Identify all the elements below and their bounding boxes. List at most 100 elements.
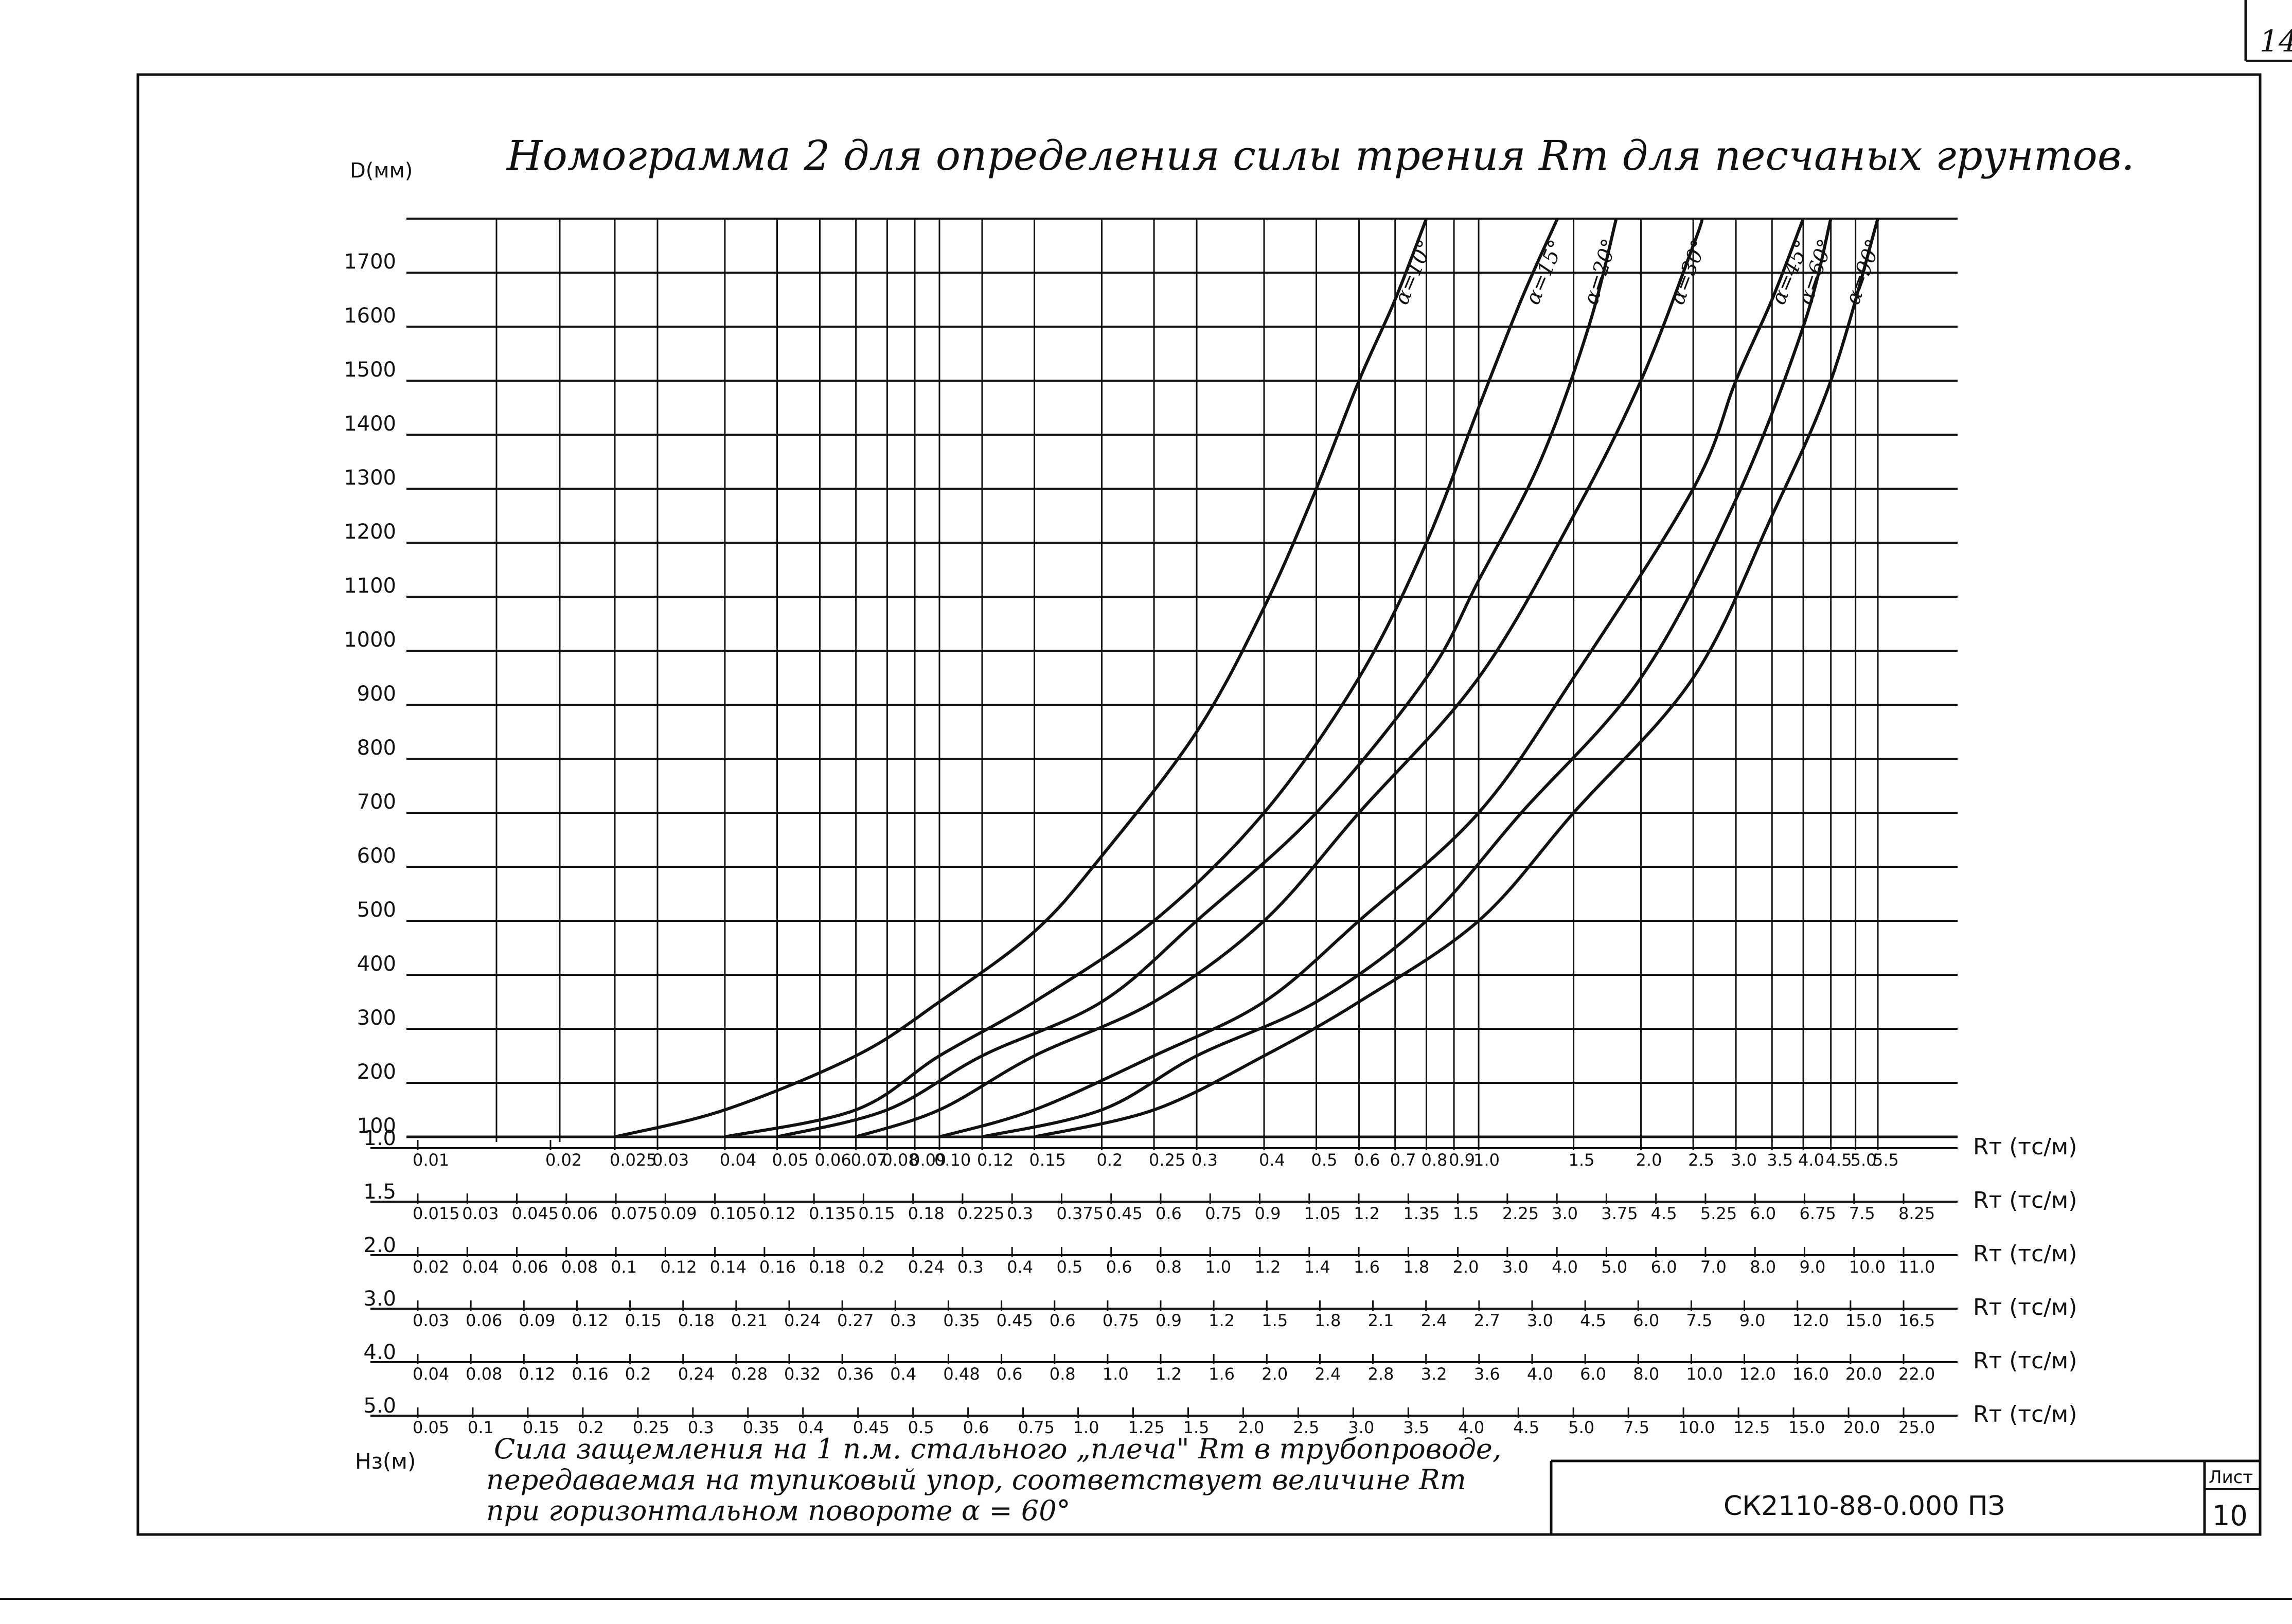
scale-tick-label: 5.25 — [1700, 1204, 1737, 1223]
y-tick-label: 400 — [357, 952, 396, 976]
scale-tick-label: 1.5 — [1262, 1311, 1288, 1330]
scale-tick-label: 4.0 — [1527, 1364, 1553, 1384]
title-block: СК2110-88-0.000 ПЗ Лист 10 — [1550, 1459, 2260, 1534]
scale-tick-label: 0.45 — [997, 1311, 1033, 1330]
scale-tick-label: 0.75 — [1205, 1204, 1241, 1223]
scale-tick-label: 0.27 — [837, 1311, 874, 1330]
scale-tick-label: 1.2 — [1255, 1257, 1281, 1277]
scale-tick-label: 0.03 — [413, 1311, 449, 1330]
hs-value: 3.0 — [363, 1287, 396, 1311]
alpha-curve — [939, 218, 1805, 1138]
scale-tick-label: 1.4 — [1304, 1257, 1330, 1277]
scale-tick-label: 0.08 — [561, 1257, 598, 1277]
scale-tick-label: 0.045 — [512, 1204, 559, 1223]
scale-tick-label: 0.75 — [1103, 1311, 1139, 1330]
scale-tick-label: 0.24 — [784, 1311, 821, 1330]
scale-tick-label: 0.9 — [1449, 1150, 1475, 1170]
scale-tick-label: 0.06 — [561, 1204, 598, 1223]
scale-tick-label: 0.6 — [1106, 1257, 1132, 1277]
y-axis-ticks: 1700 1600 1500 1400 1300 1200 1100 1000 900 800 70… — [344, 250, 396, 1138]
hs-value: 1.5 — [363, 1180, 396, 1204]
scale-tick-label: 0.12 — [519, 1364, 555, 1384]
note-line-2: передаваемая на тупиковый упор, соответс… — [486, 1464, 1466, 1496]
scale-tick-label: 1.8 — [1403, 1257, 1429, 1277]
scale-tick-label: 4.5 — [1826, 1150, 1852, 1170]
y-tick-label: 1100 — [344, 574, 396, 598]
scale-tick-label: 3.2 — [1421, 1364, 1447, 1384]
scale-tick-label: 6.75 — [1799, 1204, 1836, 1223]
scale-tick-label: 0.32 — [784, 1364, 821, 1384]
scale-tick-label: 0.025 — [610, 1150, 657, 1170]
scale-tick-label: 6.0 — [1651, 1257, 1677, 1277]
hs-value: 5.0 — [363, 1394, 396, 1418]
scale-tick-label: 0.18 — [678, 1311, 715, 1330]
scale-tick-label: 0.5 — [1056, 1257, 1082, 1277]
scale-tick-label: 0.05 — [413, 1418, 449, 1437]
scale-tick-label: 6.0 — [1633, 1311, 1659, 1330]
scale-tick-label: 1.2 — [1156, 1364, 1182, 1384]
scale-tick-label: 15.0 — [1788, 1418, 1825, 1437]
scale-tick-label: 1.2 — [1209, 1311, 1235, 1330]
scale-tick-label: 0.08 — [466, 1364, 502, 1384]
scale-tick-label: 2.0 — [1453, 1257, 1479, 1277]
scale-tick-label: 12.0 — [1739, 1364, 1776, 1384]
scale-tick-label: 0.6 — [963, 1418, 989, 1437]
scale-tick-label: 4.5 — [1513, 1418, 1539, 1437]
scale-tick-label: 6.0 — [1580, 1364, 1606, 1384]
scale-unit: Rт (тс/м) — [1973, 1348, 2077, 1374]
scale-tick-label: 0.5 — [1311, 1150, 1338, 1170]
scale-tick-label: 0.04 — [720, 1150, 756, 1170]
scale-tick-label: 0.8 — [1421, 1150, 1447, 1170]
scale-tick-label: 3.0 — [1502, 1257, 1529, 1277]
scale-tick-label: 0.1 — [611, 1257, 637, 1277]
scale-tick-label: 0.36 — [837, 1364, 874, 1384]
scale-tick-label: 0.6 — [1050, 1311, 1076, 1330]
scale-tick-label: 3.5 — [1403, 1418, 1429, 1437]
alpha-curve — [855, 218, 1704, 1138]
scale-tick-label: 3.0 — [1348, 1418, 1374, 1437]
y-tick-label: 1200 — [344, 520, 396, 544]
y-axis-title: D(мм) — [350, 159, 413, 183]
scale-tick-label: 0.1 — [468, 1418, 494, 1437]
scale-tick-label: 0.24 — [678, 1364, 715, 1384]
scale-tick-label: 0.06 — [512, 1257, 548, 1277]
y-tick-label: 1500 — [344, 358, 396, 382]
scale-tick-label: 3.5 — [1767, 1150, 1793, 1170]
scale-unit: Rт (тс/м) — [1973, 1401, 2077, 1427]
scale-tick-label: 0.21 — [731, 1311, 768, 1330]
y-tick-label: 100 — [357, 1114, 396, 1138]
scale-tick-label: 0.4 — [1007, 1257, 1033, 1277]
scale-tick-label: 8.0 — [1633, 1364, 1659, 1384]
scale-tick-label: 1.35 — [1403, 1204, 1440, 1223]
scale-tick-label: 4.5 — [1651, 1204, 1677, 1223]
alpha-curve — [614, 218, 1428, 1138]
scale-tick-label: 0.04 — [462, 1257, 499, 1277]
scale-tick-label: 2.7 — [1474, 1311, 1500, 1330]
scale-tick-label: 7.5 — [1686, 1311, 1712, 1330]
scale-tick-label: 0.2 — [625, 1364, 651, 1384]
alpha-curve — [776, 218, 1618, 1138]
drawing-frame — [136, 73, 2262, 1536]
scale-tick-label: 0.45 — [1106, 1204, 1143, 1223]
scale-tick-label: 0.16 — [759, 1257, 796, 1277]
scale-tick-label: 0.10 — [934, 1150, 971, 1170]
scale-tick-label: 0.07 — [851, 1150, 887, 1170]
scale-tick-label: 2.0 — [1238, 1418, 1264, 1437]
scale-tick-label: 0.2 — [858, 1257, 884, 1277]
note-line-3: при горизонтальном повороте α = 60° — [486, 1494, 1071, 1527]
scale-tick-label: 0.4 — [1259, 1150, 1285, 1170]
hs-value: 4.0 — [363, 1341, 396, 1364]
scale-tick-label: 0.4 — [890, 1364, 916, 1384]
scale-tick-label: 0.01 — [413, 1150, 449, 1170]
scale-tick-label: 0.7 — [1390, 1150, 1416, 1170]
scale-tick-label: 0.48 — [943, 1364, 980, 1384]
scale-tick-label: 3.0 — [1552, 1204, 1578, 1223]
scale-tick-label: 0.75 — [1018, 1418, 1055, 1437]
scale-tick-label: 10.0 — [1849, 1257, 1886, 1277]
scale-tick-label: 3.0 — [1731, 1150, 1757, 1170]
scale-tick-label: 2.4 — [1421, 1311, 1447, 1330]
scale-tick-label: 0.02 — [545, 1150, 582, 1170]
scale-tick-label: 2.25 — [1502, 1204, 1539, 1223]
